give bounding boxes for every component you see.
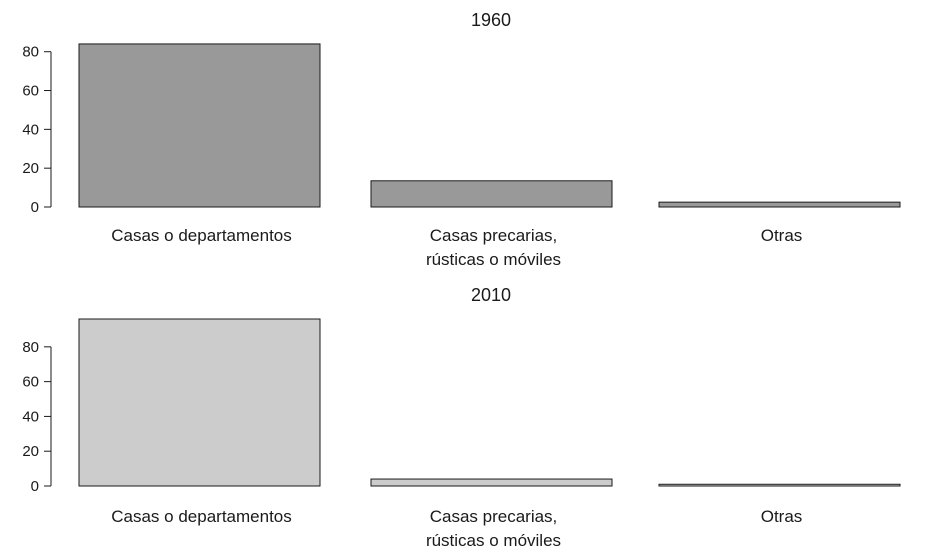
- y-tick-label: 60: [22, 83, 39, 100]
- y-tick-label: 40: [22, 121, 39, 138]
- bar: [658, 483, 901, 487]
- bar: [78, 318, 321, 487]
- category-label: Casas precarias,: [430, 226, 558, 245]
- chart-title: 2010: [471, 285, 511, 305]
- bar: [370, 478, 613, 487]
- y-tick-label: 0: [31, 478, 39, 495]
- category-label: Otras: [761, 507, 803, 526]
- bar: [370, 180, 613, 208]
- category-label: rústicas o móviles: [426, 250, 561, 269]
- y-tick-label: 20: [22, 443, 39, 460]
- y-tick-label: 80: [22, 339, 39, 356]
- bar: [658, 201, 901, 208]
- y-tick-label: 60: [22, 374, 39, 391]
- category-label: Casas o departamentos: [111, 507, 292, 526]
- category-label: rústicas o móviles: [426, 531, 561, 550]
- y-tick-label: 20: [22, 160, 39, 177]
- y-tick-label: 40: [22, 408, 39, 425]
- bar: [78, 43, 321, 208]
- category-label: Otras: [761, 226, 803, 245]
- y-tick-label: 0: [31, 199, 39, 216]
- category-label: Casas precarias,: [430, 507, 558, 526]
- chart-title: 1960: [471, 10, 511, 30]
- y-tick-label: 80: [22, 44, 39, 61]
- category-label: Casas o departamentos: [111, 226, 292, 245]
